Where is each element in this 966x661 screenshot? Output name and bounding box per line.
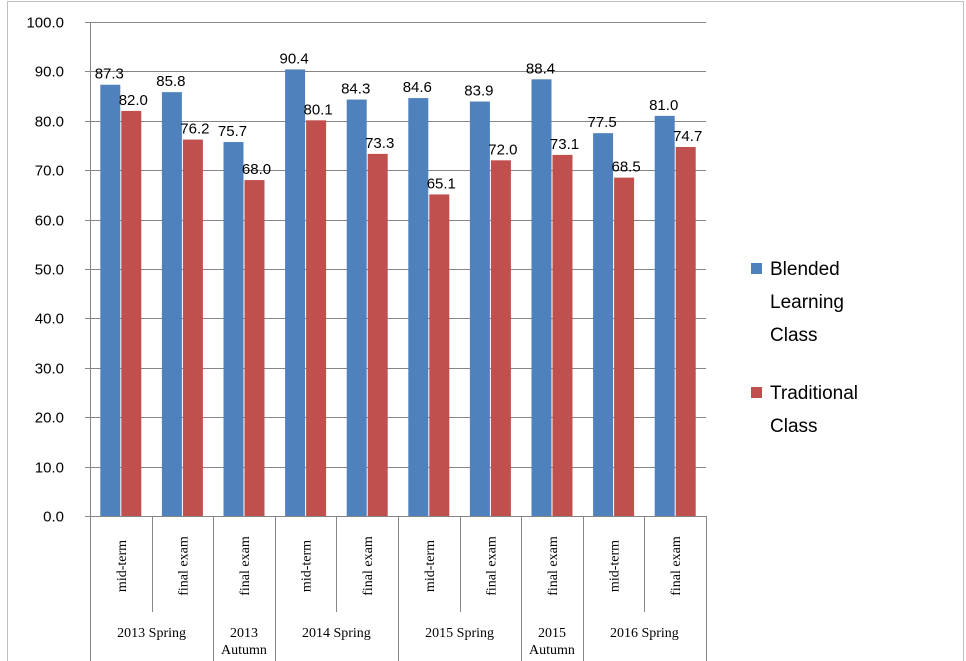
bar-blended-learning	[161, 92, 182, 516]
bars	[100, 69, 696, 517]
bar-traditional	[121, 110, 142, 517]
x-axis-group-labels: 2013 Spring 2013 Autumn 2014 Spring 2015 Spr…	[117, 626, 679, 658]
group-label: 2014 Spring	[302, 626, 371, 641]
group-label: 2016 Spring	[610, 626, 679, 641]
category-label: final exam	[238, 536, 253, 596]
data-label-traditional: 80.1	[303, 101, 332, 118]
legend: Blended Learning Class Traditional Class	[751, 259, 858, 437]
x-axis-category-labels: mid-term final exam final exam mid-term fina…	[115, 536, 684, 596]
bar-blended-learning	[223, 142, 244, 517]
data-label-traditional: 76.2	[180, 121, 209, 138]
bar-blended-learning	[654, 115, 675, 517]
bar-blended-learning	[531, 79, 552, 516]
data-label-traditional: 65.1	[427, 175, 456, 192]
bar-blended-learning	[100, 84, 121, 516]
bar-blended-learning	[593, 133, 614, 516]
bar-traditional	[429, 194, 450, 516]
data-labels: 87.3 82.0 85.8 76.2 75.7 68.0 90.4 80.1 84.3 73.3…	[95, 50, 703, 192]
data-label-blended: 75.7	[218, 123, 247, 140]
group-label: 2013	[230, 626, 258, 641]
category-label: mid-term	[608, 540, 623, 592]
category-label: final exam	[361, 536, 376, 596]
legend-label: Class	[770, 416, 818, 437]
data-label-blended: 88.4	[526, 60, 555, 77]
category-label: final exam	[546, 536, 561, 596]
legend-label: Blended	[770, 259, 840, 280]
bar-blended-learning	[469, 101, 490, 516]
legend-swatch	[751, 263, 762, 274]
bar-blended-learning	[346, 99, 367, 517]
category-label: final exam	[669, 536, 684, 596]
bar-traditional	[367, 153, 388, 516]
data-label-traditional: 72.0	[488, 141, 517, 158]
data-label-blended: 85.8	[156, 73, 185, 90]
group-label: 2015 Spring	[425, 626, 494, 641]
bar-blended-learning	[408, 98, 429, 517]
category-label: mid-term	[300, 540, 315, 592]
category-label: mid-term	[115, 540, 130, 592]
data-label-blended: 81.0	[649, 97, 678, 114]
bar-blended-learning	[285, 69, 306, 516]
y-tick-label: 0.0	[43, 509, 64, 526]
y-tick-label: 30.0	[35, 361, 64, 378]
group-label: Autumn	[221, 643, 267, 658]
y-tick-label: 80.0	[35, 114, 64, 131]
bar-traditional	[614, 177, 635, 517]
bar-traditional	[306, 120, 327, 516]
bar-traditional	[244, 180, 265, 516]
legend-label: Traditional	[770, 383, 858, 404]
data-label-traditional: 74.7	[673, 128, 702, 145]
category-label: final exam	[176, 536, 191, 596]
legend-swatch	[751, 387, 762, 398]
data-label-traditional: 73.1	[550, 136, 579, 153]
bar-traditional	[552, 154, 573, 517]
category-label: final exam	[484, 536, 499, 596]
y-tick-label: 90.0	[35, 64, 64, 81]
data-label-blended: 84.3	[341, 81, 370, 98]
data-label-traditional: 68.0	[242, 161, 271, 178]
y-tick-label: 10.0	[35, 460, 64, 477]
chart-border	[7, 1, 964, 661]
group-label: 2015	[538, 626, 566, 641]
group-label: 2013 Spring	[117, 626, 186, 641]
y-tick-label: 20.0	[35, 410, 64, 427]
data-label-blended: 90.4	[279, 50, 308, 67]
bar-traditional	[182, 139, 203, 516]
y-tick-label: 70.0	[35, 163, 64, 180]
legend-label: Learning	[770, 292, 844, 313]
y-axis-tick-labels: 0.0 10.0 20.0 30.0 40.0 50.0 60.0 70.0 80.0 90.0 1…	[26, 15, 64, 526]
data-label-traditional: 73.3	[365, 135, 394, 152]
data-label-traditional: 82.0	[119, 92, 148, 109]
group-label: Autumn	[529, 643, 575, 658]
data-label-blended: 83.9	[464, 83, 493, 100]
data-label-traditional: 68.5	[611, 159, 640, 176]
bar-traditional	[675, 146, 696, 516]
legend-label: Class	[770, 325, 818, 346]
bar-traditional	[490, 160, 511, 516]
y-tick-label: 40.0	[35, 311, 64, 328]
y-tick-label: 60.0	[35, 213, 64, 230]
category-label: mid-term	[423, 540, 438, 592]
data-label-blended: 77.5	[587, 114, 616, 131]
data-label-blended: 84.6	[403, 79, 432, 96]
axes	[85, 22, 707, 661]
y-tick-label: 50.0	[35, 262, 64, 279]
y-tick-label: 100.0	[26, 15, 64, 32]
data-label-blended: 87.3	[95, 66, 124, 83]
